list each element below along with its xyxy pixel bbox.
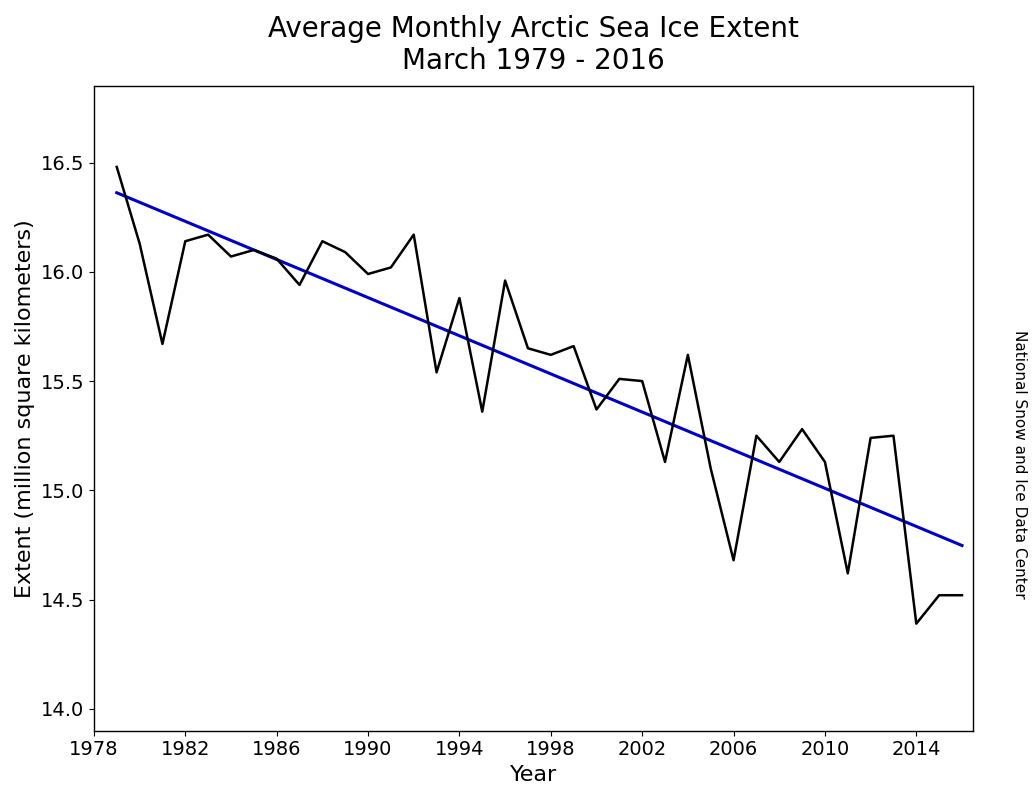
Text: National Snow and Ice Data Center: National Snow and Ice Data Center <box>1012 330 1027 598</box>
Y-axis label: Extent (million square kilometers): Extent (million square kilometers) <box>14 219 35 598</box>
Title: Average Monthly Arctic Sea Ice Extent
March 1979 - 2016: Average Monthly Arctic Sea Ice Extent Ma… <box>268 15 799 75</box>
X-axis label: Year: Year <box>510 765 557 785</box>
